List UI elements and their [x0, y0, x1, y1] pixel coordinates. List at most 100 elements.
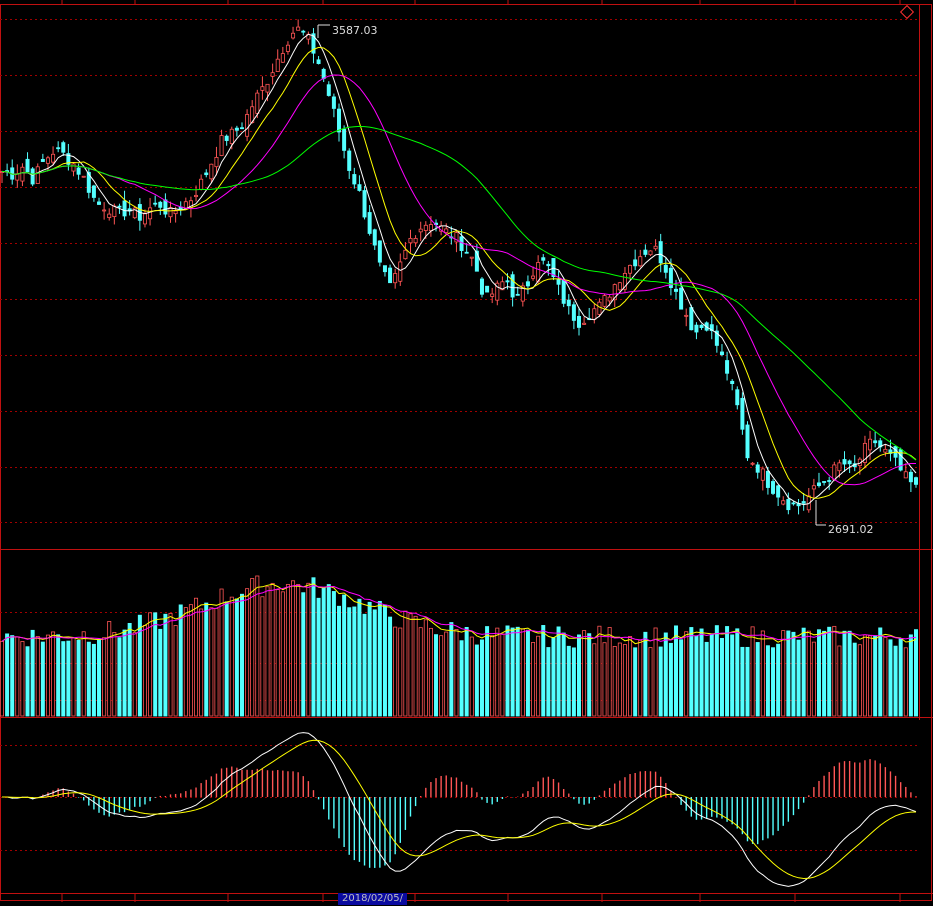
volume-bar	[107, 621, 112, 717]
volume-bar	[234, 598, 239, 717]
volume-bar	[556, 626, 561, 717]
candle	[398, 261, 403, 282]
volume-bar	[771, 647, 776, 717]
volume-bar	[204, 602, 209, 717]
candle	[372, 229, 377, 246]
candle	[132, 207, 137, 219]
volume-bar	[719, 637, 724, 717]
volume-bar	[617, 642, 622, 717]
volume-bar	[485, 626, 490, 717]
volume-bar	[250, 578, 255, 717]
volume-bar	[229, 596, 234, 717]
candle	[331, 96, 336, 109]
candle	[239, 127, 244, 130]
candle	[643, 249, 648, 255]
candle	[403, 249, 408, 260]
volume-bar	[740, 646, 745, 717]
cursor-date-badge: 2018/02/05/	[338, 893, 408, 905]
candle	[745, 424, 750, 459]
candle	[270, 72, 275, 77]
candle	[321, 68, 326, 79]
volume-bar	[914, 629, 919, 717]
volume-bar	[520, 628, 525, 717]
candle	[76, 167, 81, 175]
candle	[112, 205, 117, 217]
candle	[668, 267, 673, 289]
dif-line	[2, 732, 917, 887]
volume-bar	[127, 622, 132, 717]
volume-bar	[495, 627, 500, 717]
volume-bar	[760, 630, 765, 717]
candle	[740, 397, 745, 430]
candle	[168, 207, 173, 218]
price-panel[interactable]	[0, 19, 919, 515]
candle	[883, 448, 888, 453]
candle	[199, 178, 204, 190]
candle	[801, 501, 806, 504]
volume-bar	[735, 628, 740, 717]
candle	[173, 210, 178, 215]
volume-bar	[648, 647, 653, 717]
candle	[234, 127, 239, 131]
candle	[750, 462, 755, 465]
candle	[102, 209, 107, 212]
volume-bar	[183, 607, 188, 717]
volume-bar	[883, 637, 888, 717]
volume-bar	[337, 605, 342, 717]
candle	[30, 168, 35, 185]
volume-bar	[97, 639, 102, 717]
volume-bar	[56, 634, 61, 717]
candle	[500, 281, 505, 291]
volume-bar	[847, 630, 852, 717]
candle	[719, 351, 724, 356]
volume-bar	[91, 643, 96, 717]
volume-bar	[730, 634, 735, 717]
volume-bar	[5, 633, 10, 717]
volume-panel[interactable]	[0, 575, 919, 717]
candle	[479, 278, 484, 295]
candle	[592, 308, 597, 320]
candle	[45, 157, 50, 164]
candle	[903, 471, 908, 479]
candle	[658, 241, 663, 264]
volume-bar	[837, 645, 842, 717]
volume-bar	[20, 641, 25, 717]
volume-bar	[873, 635, 878, 717]
volume-bar	[10, 635, 15, 717]
macd-panel[interactable]	[2, 732, 917, 887]
volume-bar	[403, 610, 408, 717]
candle	[674, 288, 679, 292]
volume-bar	[587, 633, 592, 717]
candle	[40, 158, 45, 162]
ma60-line	[1, 125, 917, 461]
candle	[689, 307, 694, 331]
volume-bar	[709, 634, 714, 717]
volume-bar	[607, 627, 612, 717]
volume-bar	[857, 644, 862, 717]
volume-bar	[61, 641, 66, 717]
candle	[847, 460, 852, 465]
candle	[454, 232, 459, 243]
candle	[56, 147, 61, 150]
candle	[142, 212, 147, 225]
candle	[86, 171, 91, 193]
volume-bar	[342, 594, 347, 717]
candle	[352, 174, 357, 185]
candle	[35, 166, 40, 184]
volume-bar	[852, 642, 857, 717]
volume-bar	[367, 601, 372, 717]
volume-bar	[352, 606, 357, 717]
volume-bar	[582, 630, 587, 717]
candle	[755, 464, 760, 473]
volume-bar	[40, 641, 45, 717]
volume-bar	[602, 642, 607, 717]
candle	[485, 285, 490, 293]
volume-bar	[868, 635, 873, 717]
candle	[229, 128, 234, 145]
candle	[153, 202, 158, 205]
candle	[362, 190, 367, 218]
volume-bar	[71, 637, 76, 717]
volume-bar	[398, 627, 403, 717]
